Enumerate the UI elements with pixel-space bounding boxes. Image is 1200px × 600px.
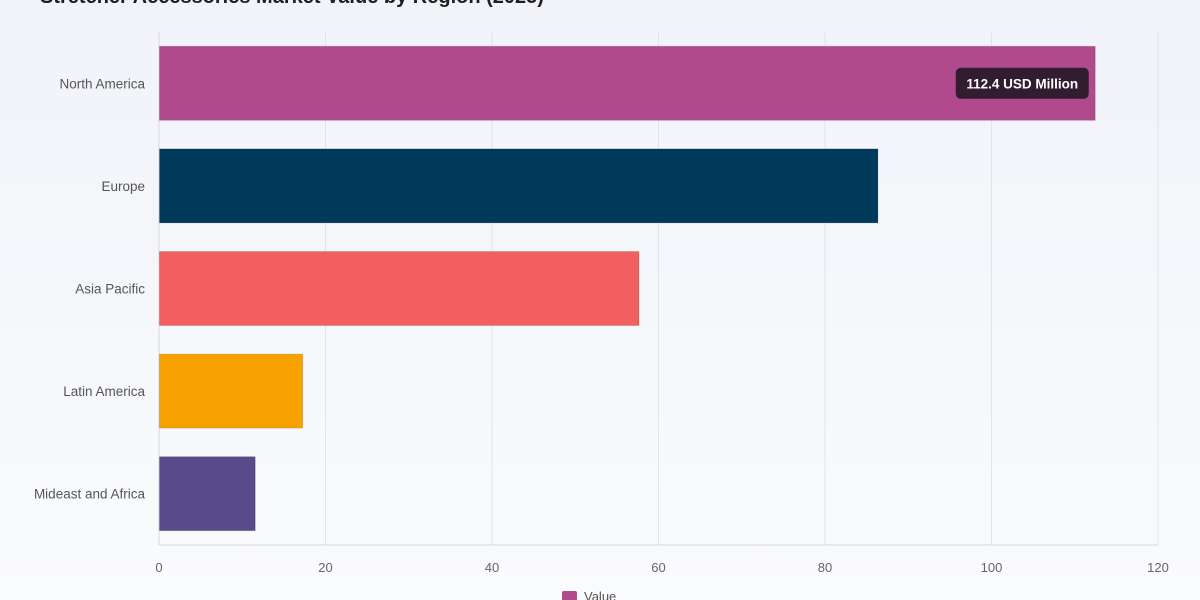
y-tick-label-latin-america: Latin America: [63, 384, 145, 399]
x-tick-label-80: 80: [818, 560, 832, 575]
chart-title: Stretcher Accessories Market Value by Re…: [40, 0, 544, 9]
bar-latin-america[interactable]: [159, 353, 304, 429]
tooltip-box: [955, 67, 1089, 99]
y-tick-label-north-america: North America: [59, 76, 145, 91]
legend-label: Value: [584, 589, 617, 600]
x-tick-label-60: 60: [651, 560, 665, 575]
x-tick-label-120: 120: [1147, 560, 1169, 575]
x-tick-label-100: 100: [981, 560, 1003, 575]
bar-north-america[interactable]: [159, 45, 1096, 121]
tooltip-text: 112.4 USD Million: [966, 76, 1078, 91]
bar-mideast-and-africa[interactable]: [159, 456, 256, 532]
x-tick-label-20: 20: [318, 560, 332, 575]
y-tick-label-mideast-and-africa: Mideast and Africa: [34, 487, 146, 502]
legend[interactable]: Value: [562, 589, 616, 600]
legend-swatch: [562, 590, 577, 600]
y-tick-label-asia-pacific: Asia Pacific: [75, 282, 145, 297]
bar-asia-pacific[interactable]: [159, 251, 640, 326]
x-tick-label-0: 0: [155, 560, 162, 575]
x-tick-label-40: 40: [485, 560, 499, 575]
y-tick-label-europe: Europe: [101, 179, 145, 194]
bar-europe[interactable]: [159, 148, 879, 224]
